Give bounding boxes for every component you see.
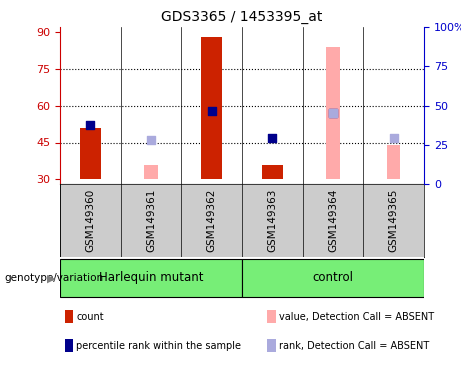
Bar [80,128,101,179]
Bar [60,260,242,297]
Text: GSM149361: GSM149361 [146,189,156,253]
Point [208,108,215,114]
Bar [326,46,340,179]
Title: GDS3365 / 1453395_at: GDS3365 / 1453395_at [161,10,323,25]
Text: count: count [76,312,104,322]
Text: rank, Detection Call = ABSENT: rank, Detection Call = ABSENT [279,341,429,351]
Point [87,122,94,128]
Text: Harlequin mutant: Harlequin mutant [99,271,203,284]
Bar [144,165,158,179]
Text: value, Detection Call = ABSENT: value, Detection Call = ABSENT [279,312,434,322]
Point [148,137,155,143]
Bar [201,37,222,179]
Point [329,110,337,116]
Point [390,134,397,141]
Bar [387,145,401,179]
Text: GSM149363: GSM149363 [267,189,278,253]
Bar [262,165,283,179]
Text: GSM149365: GSM149365 [389,189,399,253]
Bar [205,111,219,179]
Text: ▶: ▶ [47,273,55,283]
Text: GSM149362: GSM149362 [207,189,217,253]
Text: GSM149364: GSM149364 [328,189,338,253]
Text: GSM149360: GSM149360 [85,189,95,252]
Text: genotype/variation: genotype/variation [5,273,104,283]
Point [269,134,276,141]
Text: percentile rank within the sample: percentile rank within the sample [76,341,241,351]
Point [329,110,337,116]
Text: control: control [313,271,354,284]
Bar [242,260,424,297]
